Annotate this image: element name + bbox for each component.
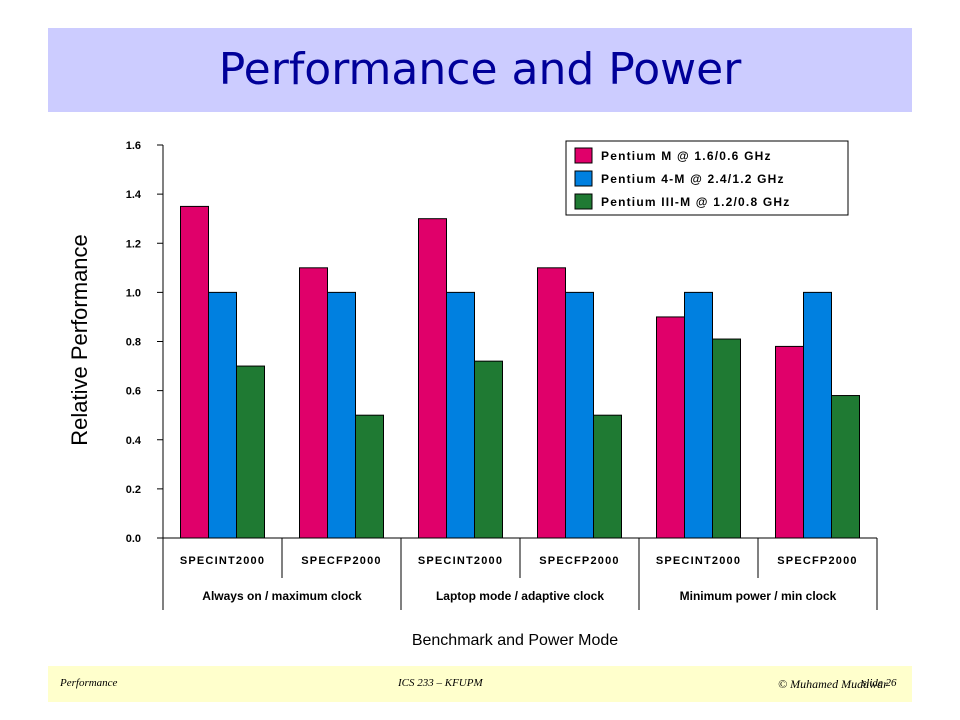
bar-pentium-4m — [327, 291, 356, 539]
x-category-label: SPECINT2000 — [656, 555, 741, 567]
x-group-label: Minimum power / min clock — [680, 589, 837, 603]
footer-topic: Performance — [60, 677, 118, 689]
legend-label: Pentium M @ 1.6/0.6 GHz — [601, 149, 772, 163]
x-category-label: SPECINT2000 — [418, 555, 503, 567]
slide-title: Performance and Power — [218, 44, 742, 95]
y-tick-label: 0.2 — [126, 484, 141, 496]
bar-pentium-4m — [446, 291, 475, 539]
bar-pentium-iiim — [712, 338, 741, 539]
footer-band — [48, 666, 912, 702]
bar-pentium-4m — [208, 291, 237, 539]
y-axis-title: Relative Performance — [67, 234, 92, 446]
x-category-label: SPECFP2000 — [777, 555, 857, 567]
x-category-label: SPECFP2000 — [301, 555, 381, 567]
y-tick-label: 0.4 — [126, 435, 142, 447]
bar-pentium-m — [656, 316, 685, 539]
legend-label: Pentium III-M @ 1.2/0.8 GHz — [601, 195, 790, 209]
bar-pentium-m — [418, 218, 447, 539]
bar-pentium-m — [537, 267, 566, 539]
y-tick-label: 1.6 — [126, 140, 141, 152]
title-band — [48, 28, 912, 112]
x-group-label: Laptop mode / adaptive clock — [436, 589, 604, 603]
y-tick-label: 0.6 — [126, 386, 141, 398]
y-tick-label: 1.4 — [126, 189, 142, 201]
y-tick-label: 0.0 — [126, 533, 141, 545]
legend-box — [565, 140, 849, 216]
bar-pentium-4m — [684, 291, 713, 539]
x-category-label: SPECINT2000 — [180, 555, 265, 567]
bar-pentium-iiim — [474, 360, 503, 539]
x-category-label: SPECFP2000 — [539, 555, 619, 567]
y-tick-label: 1.0 — [126, 287, 141, 299]
x-axis-title: Benchmark and Power Mode — [412, 632, 618, 649]
bar-chart: 0.0 0.2 0.4 0.6 0.8 1.0 1.2 1.4 1.6 SPECINT2000 SP… — [67, 140, 878, 649]
legend-swatch — [574, 193, 593, 210]
bar-pentium-iiim — [236, 365, 265, 539]
bar-pentium-4m — [803, 291, 832, 539]
x-group-label: Always on / maximum clock — [202, 589, 362, 603]
legend-label: Pentium 4-M @ 2.4/1.2 GHz — [601, 172, 785, 186]
legend-swatch — [574, 170, 593, 187]
bar-pentium-m — [775, 345, 804, 539]
bar-pentium-iiim — [355, 414, 384, 539]
legend-swatch — [574, 147, 593, 164]
footer-slide-number: slide 26 — [862, 677, 897, 689]
bar-pentium-m — [180, 205, 209, 539]
y-tick-label: 0.8 — [126, 337, 141, 349]
bar-pentium-iiim — [593, 414, 622, 539]
bar-pentium-4m — [565, 291, 594, 539]
footer-author: © Muhamed Mudawar — [778, 677, 888, 691]
bar-pentium-m — [299, 267, 328, 539]
bar-pentium-iiim — [831, 395, 860, 539]
y-tick-label: 1.2 — [126, 238, 141, 250]
footer-course: ICS 233 – KFUPM — [398, 677, 483, 689]
